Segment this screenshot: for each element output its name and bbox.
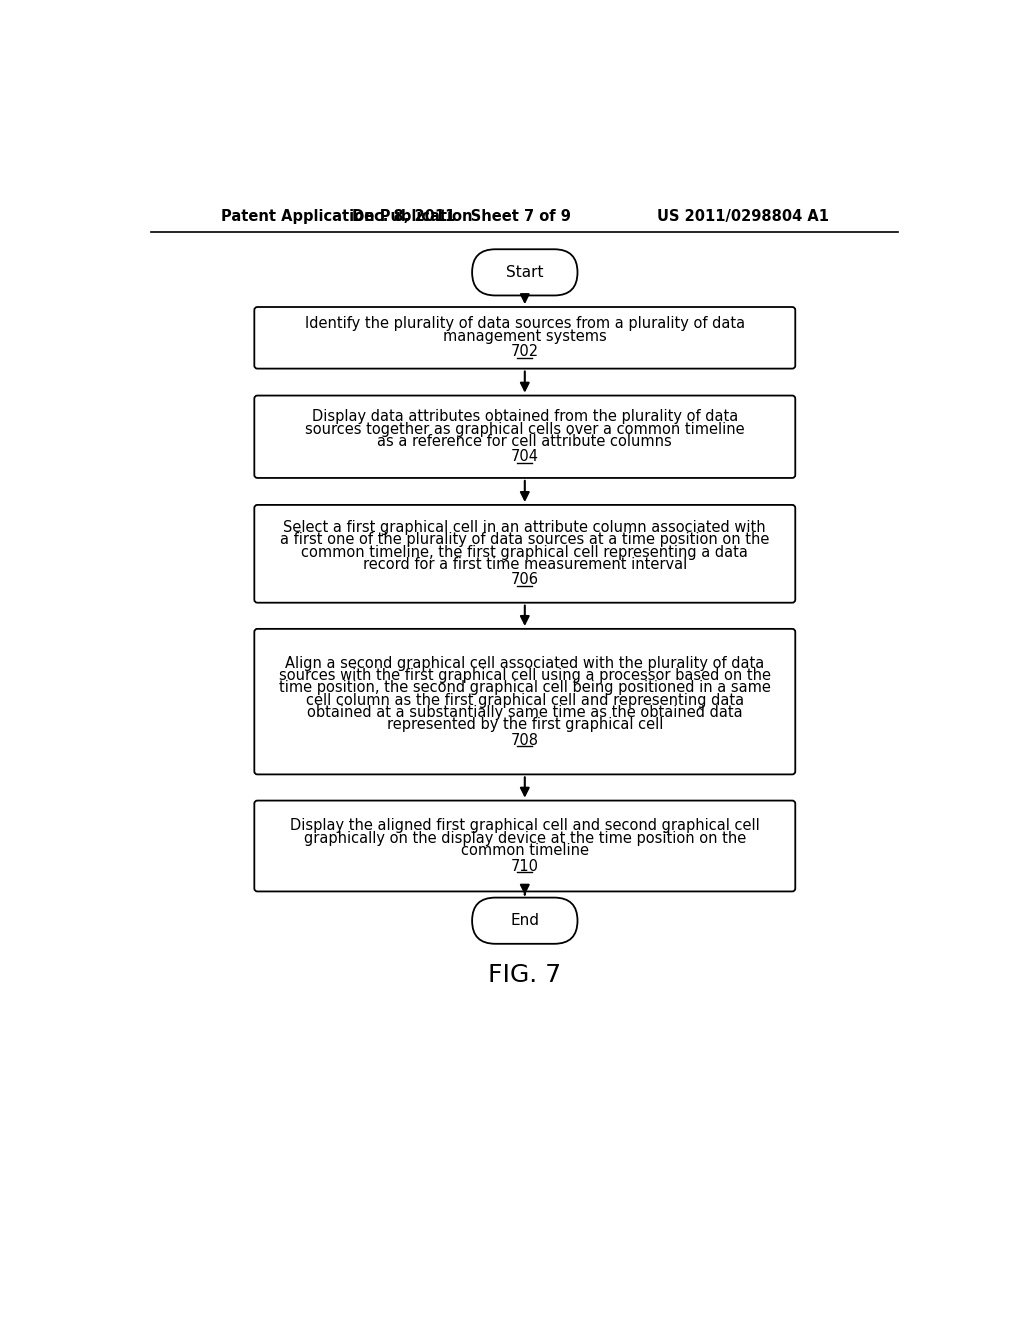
Text: US 2011/0298804 A1: US 2011/0298804 A1 <box>657 209 829 223</box>
Text: represented by the first graphical cell: represented by the first graphical cell <box>387 717 663 733</box>
Text: management systems: management systems <box>443 329 606 343</box>
Text: Patent Application Publication: Patent Application Publication <box>221 209 472 223</box>
Text: 710: 710 <box>511 858 539 874</box>
Text: End: End <box>510 913 540 928</box>
FancyBboxPatch shape <box>254 628 796 775</box>
Text: common timeline: common timeline <box>461 843 589 858</box>
Text: Start: Start <box>506 265 544 280</box>
FancyBboxPatch shape <box>254 506 796 603</box>
Text: cell column as the first graphical cell and representing data: cell column as the first graphical cell … <box>306 693 743 708</box>
Text: sources with the first graphical cell using a processor based on the: sources with the first graphical cell us… <box>279 668 771 682</box>
Text: 706: 706 <box>511 573 539 587</box>
Text: 704: 704 <box>511 449 539 465</box>
Text: sources together as graphical cells over a common timeline: sources together as graphical cells over… <box>305 421 744 437</box>
Text: time position, the second graphical cell being positioned in a same: time position, the second graphical cell… <box>279 680 771 696</box>
Text: Dec. 8, 2011   Sheet 7 of 9: Dec. 8, 2011 Sheet 7 of 9 <box>352 209 570 223</box>
Text: Identify the plurality of data sources from a plurality of data: Identify the plurality of data sources f… <box>305 317 744 331</box>
FancyBboxPatch shape <box>254 800 796 891</box>
Text: 702: 702 <box>511 345 539 359</box>
FancyBboxPatch shape <box>254 308 796 368</box>
Text: graphically on the display device at the time position on the: graphically on the display device at the… <box>304 830 745 846</box>
FancyBboxPatch shape <box>254 396 796 478</box>
FancyBboxPatch shape <box>472 898 578 944</box>
Text: obtained at a substantially same time as the obtained data: obtained at a substantially same time as… <box>307 705 742 719</box>
Text: FIG. 7: FIG. 7 <box>488 962 561 986</box>
Text: as a reference for cell attribute columns: as a reference for cell attribute column… <box>378 434 672 449</box>
Text: Display the aligned first graphical cell and second graphical cell: Display the aligned first graphical cell… <box>290 818 760 833</box>
Text: record for a first time measurement interval: record for a first time measurement inte… <box>362 557 687 572</box>
Text: common timeline, the first graphical cell representing a data: common timeline, the first graphical cel… <box>301 545 749 560</box>
Text: a first one of the plurality of data sources at a time position on the: a first one of the plurality of data sou… <box>281 532 769 548</box>
Text: Display data attributes obtained from the plurality of data: Display data attributes obtained from th… <box>311 409 738 424</box>
Text: Align a second graphical cell associated with the plurality of data: Align a second graphical cell associated… <box>285 656 765 671</box>
Text: 708: 708 <box>511 733 539 747</box>
FancyBboxPatch shape <box>472 249 578 296</box>
Text: Select a first graphical cell in an attribute column associated with: Select a first graphical cell in an attr… <box>284 520 766 535</box>
